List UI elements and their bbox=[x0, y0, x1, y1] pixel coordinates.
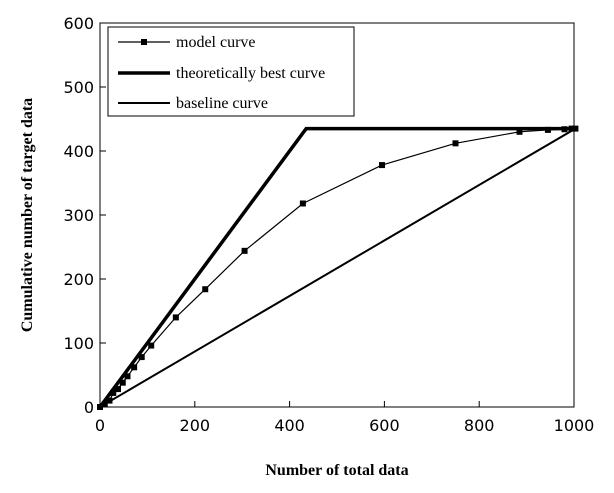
y-axis-title: Cumulative number of target data bbox=[19, 98, 36, 332]
model-curve-point bbox=[119, 379, 126, 386]
y-tick-label: 200 bbox=[63, 270, 94, 289]
model-curve-point bbox=[299, 200, 306, 207]
x-tick-label: 0 bbox=[95, 416, 105, 435]
model-curve-point bbox=[148, 342, 155, 349]
axis-ticks: 0 200 400 600 800 1000 0 100 200 300 400 500 600 bbox=[63, 14, 594, 435]
model-curve-point bbox=[110, 389, 117, 396]
model-curve-point bbox=[101, 401, 108, 408]
model-curve-point bbox=[544, 126, 551, 133]
model-curve-point bbox=[516, 128, 523, 135]
x-tick-label: 600 bbox=[369, 416, 400, 435]
y-tick-label: 100 bbox=[63, 334, 94, 353]
x-tick-label: 1000 bbox=[554, 416, 595, 435]
model-curve-point bbox=[568, 125, 575, 132]
series-layer bbox=[97, 125, 579, 410]
y-tick-label: 0 bbox=[84, 398, 94, 417]
theoretically-best-curve-line bbox=[98, 126, 576, 409]
model-curve-point bbox=[131, 364, 138, 371]
model-curve-point bbox=[379, 162, 386, 169]
x-tick-label: 800 bbox=[464, 416, 495, 435]
model-curve-point bbox=[172, 314, 179, 321]
model-curve-point bbox=[241, 247, 248, 254]
model-curve-point bbox=[572, 125, 579, 132]
legend-marker-model bbox=[141, 39, 147, 45]
legend-label-model: model curve bbox=[176, 34, 256, 51]
y-tick-label: 600 bbox=[63, 14, 94, 33]
model-curve-point bbox=[138, 354, 145, 361]
model-curve-point bbox=[106, 397, 113, 404]
legend-label-best: theoretically best curve bbox=[176, 65, 325, 82]
baseline-curve-line bbox=[99, 127, 576, 408]
x-tick-label: 200 bbox=[180, 416, 211, 435]
model-curve-point bbox=[115, 386, 122, 393]
model-curve-point bbox=[452, 140, 459, 147]
x-axis-title: Number of total data bbox=[265, 462, 408, 479]
model-curve-point bbox=[97, 404, 103, 410]
y-tick-label: 400 bbox=[63, 142, 94, 161]
x-tick-label: 400 bbox=[274, 416, 305, 435]
y-tick-label: 500 bbox=[63, 78, 94, 97]
legend: model curve theoretically best curve bas… bbox=[107, 26, 355, 117]
legend-label-baseline: baseline curve bbox=[176, 95, 268, 112]
model-curve-point bbox=[202, 286, 209, 293]
model-curve-point bbox=[124, 373, 131, 380]
y-tick-label: 300 bbox=[63, 206, 94, 225]
model-curve-point bbox=[561, 126, 568, 133]
